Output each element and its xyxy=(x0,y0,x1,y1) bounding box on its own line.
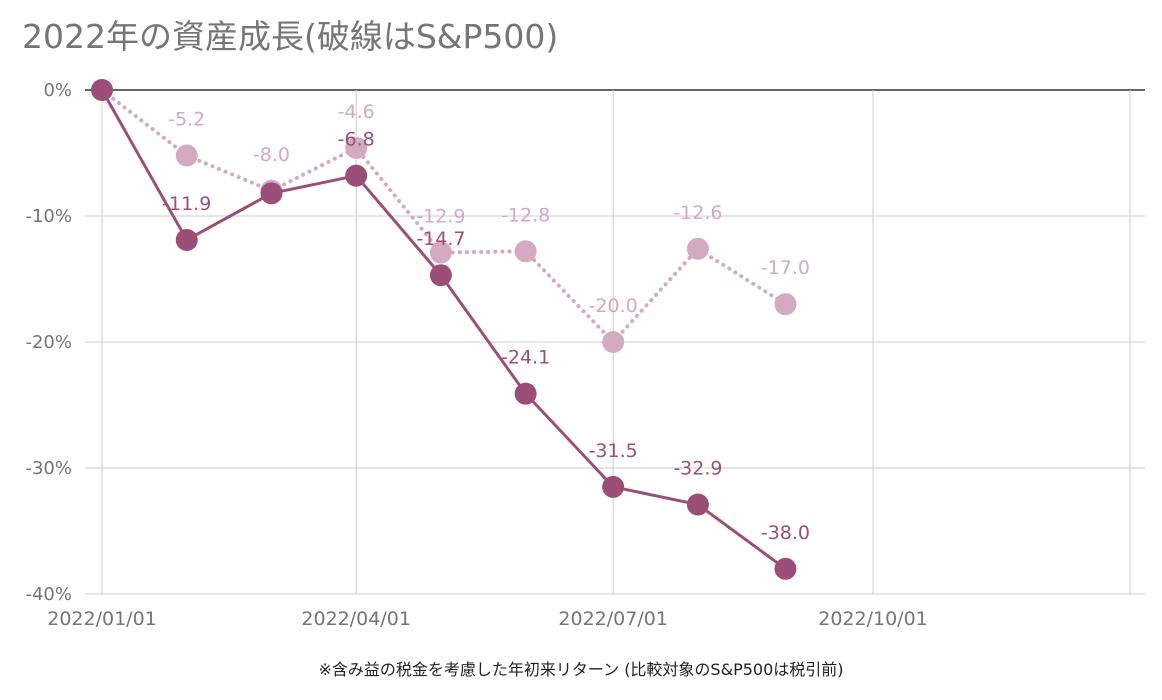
sp500-data-label: -12.6 xyxy=(673,202,722,224)
series-layer xyxy=(91,79,797,580)
portfolio-point xyxy=(514,382,537,405)
portfolio-point xyxy=(345,164,368,187)
portfolio-line xyxy=(100,88,787,571)
sp500-data-label: -8.0 xyxy=(253,144,290,166)
y-tick-label: -40% xyxy=(25,584,72,605)
chart-title: 2022年の資産成長(破線はS&P500) xyxy=(22,17,559,56)
portfolio-point xyxy=(686,493,709,516)
sp500-data-label: -20.0 xyxy=(589,295,638,317)
portfolio-point xyxy=(429,264,452,287)
portfolio-point xyxy=(774,557,797,580)
sp500-data-label: -4.6 xyxy=(338,101,375,123)
sp500-data-label: -12.8 xyxy=(501,204,550,226)
sp500-line xyxy=(100,88,788,344)
portfolio-point xyxy=(91,79,113,101)
sp500-point xyxy=(175,144,198,167)
chart-footnote: ※含み益の税金を考慮した年初来リターン (比較対象のS&P500は税引前) xyxy=(318,660,844,679)
portfolio-data-label: -6.8 xyxy=(338,129,375,151)
sp500-point xyxy=(514,240,537,263)
x-tick-label: 2022/04/01 xyxy=(301,608,411,630)
sp500-point xyxy=(774,293,797,316)
y-tick-label: 0% xyxy=(43,80,72,101)
y-tick-label: -30% xyxy=(25,458,72,479)
portfolio-data-label: -31.5 xyxy=(589,440,638,462)
x-tick-label: 2022/10/01 xyxy=(818,608,928,630)
portfolio-data-label: -32.9 xyxy=(673,458,722,480)
portfolio-data-label: -24.1 xyxy=(501,347,550,369)
portfolio-series xyxy=(91,79,797,580)
y-tick-label: -20% xyxy=(25,332,72,353)
sp500-data-label: -12.9 xyxy=(416,206,465,228)
sp500-data-label: -5.2 xyxy=(168,109,205,131)
sp500-data-label: -17.0 xyxy=(761,257,810,279)
sp500-point xyxy=(429,241,452,264)
sp500-point xyxy=(686,237,709,260)
y-tick-label: -10% xyxy=(25,206,72,227)
portfolio-point xyxy=(602,475,625,498)
portfolio-point xyxy=(260,182,283,205)
sp500-point xyxy=(602,331,625,353)
portfolio-point xyxy=(175,228,198,251)
portfolio-data-label: -38.0 xyxy=(761,522,810,544)
portfolio-data-label: -11.9 xyxy=(162,193,211,215)
portfolio-data-label: -14.7 xyxy=(416,228,465,250)
x-tick-label: 2022/07/01 xyxy=(558,608,668,630)
data-label-layer: -11.9 -6.8 -14.7 -24.1 -31.5 -32.9 -38.0 -5.2 -8… xyxy=(162,101,810,544)
axis-layer: 0% -10% -20% -30% -40% 2022/01/01 2022/04/01 20… xyxy=(25,80,927,630)
sp500-point xyxy=(345,136,368,159)
x-tick-label: 2022/01/01 xyxy=(47,608,157,630)
